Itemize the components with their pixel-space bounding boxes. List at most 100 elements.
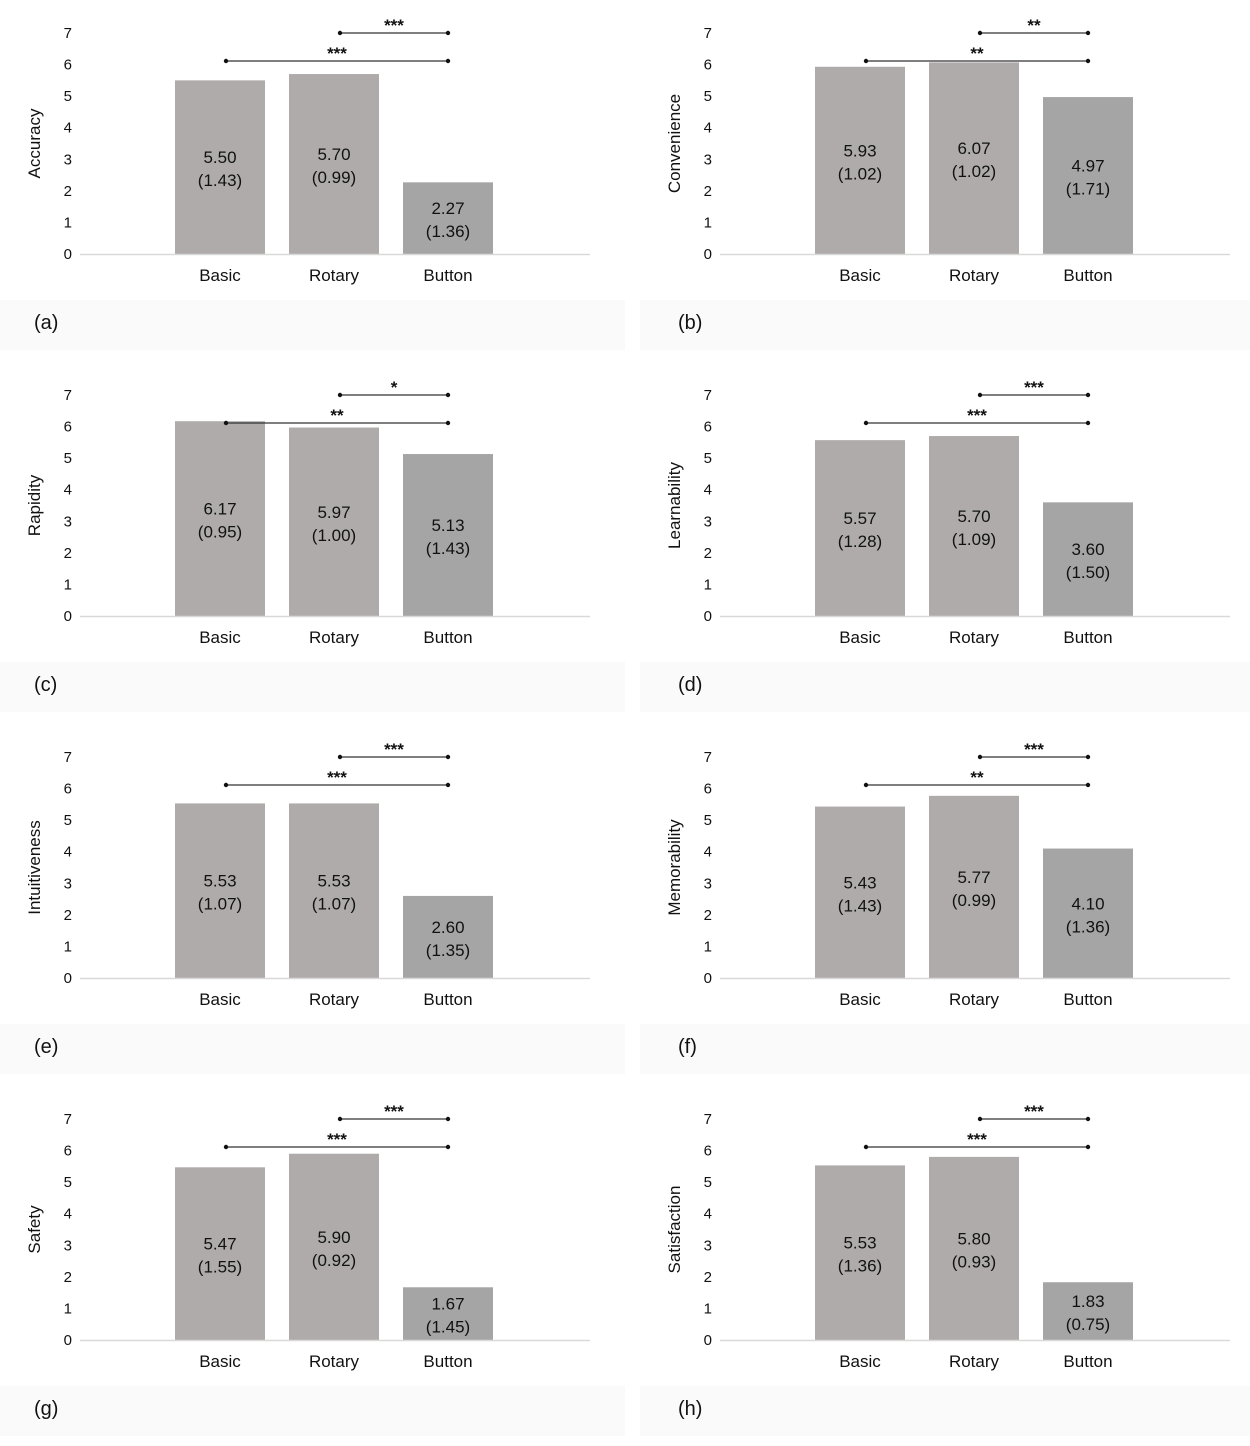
y-tick-label: 5 xyxy=(64,88,72,105)
y-tick-label: 1 xyxy=(704,1300,712,1317)
y-tick-label: 4 xyxy=(704,1206,712,1223)
x-category-label: Basic xyxy=(199,266,241,285)
y-tick-label: 0 xyxy=(704,1332,712,1349)
y-tick-label: 1 xyxy=(704,938,712,955)
bar-basic xyxy=(815,1165,905,1340)
y-tick-label: 6 xyxy=(704,419,712,436)
y-tick-label: 3 xyxy=(704,875,712,892)
bar-value-label: 3.60 xyxy=(1071,540,1104,559)
significance-bracket: *** xyxy=(977,740,1091,760)
y-tick-label: 6 xyxy=(704,57,712,74)
significance-bracket: ** xyxy=(223,406,451,426)
significance-bracket: *** xyxy=(223,1130,451,1150)
y-tick-label: 6 xyxy=(704,781,712,798)
panel-caption-band xyxy=(640,662,1250,712)
bar-button xyxy=(1043,97,1133,254)
y-tick-label: 4 xyxy=(704,482,712,499)
panel-label: (d) xyxy=(678,674,703,696)
y-tick-label: 3 xyxy=(64,513,72,530)
significance-bracket: ** xyxy=(863,44,1091,64)
x-category-label: Basic xyxy=(199,628,241,647)
bar-rotary xyxy=(929,436,1019,616)
x-category-label: Button xyxy=(423,1352,472,1371)
bar-sd-label: (1.28) xyxy=(838,532,882,551)
bar-basic xyxy=(815,440,905,616)
bar-sd-label: (0.95) xyxy=(198,523,242,542)
y-tick-label: 0 xyxy=(704,970,712,987)
chart-panel: 0 1 2 3 4 5 6 7 Rapidity 6.17 (0.95) Basic 5.97 (1.00… xyxy=(0,362,625,722)
bar-chart: 0 1 2 3 4 5 6 7 Satisfaction 5.53 (1.36) Basic 5.80 (… xyxy=(665,1102,1230,1371)
significance-bracket: *** xyxy=(337,740,451,760)
bar-sd-label: (0.99) xyxy=(952,891,996,910)
bar-sd-label: (0.92) xyxy=(312,1251,356,1270)
bar-sd-label: (1.09) xyxy=(952,530,996,549)
y-tick-label: 7 xyxy=(64,1111,72,1128)
y-tick-label: 7 xyxy=(64,749,72,766)
y-tick-label: 4 xyxy=(64,482,72,499)
bar-value-label: 5.70 xyxy=(957,507,990,526)
bar-sd-label: (1.43) xyxy=(198,171,242,190)
bar-value-label: 5.90 xyxy=(317,1228,350,1247)
panel-caption-band xyxy=(0,300,625,350)
bar-value-label: 5.53 xyxy=(317,872,350,891)
y-tick-label: 2 xyxy=(704,545,712,562)
panel-label: (c) xyxy=(34,674,58,696)
significance-bracket: ** xyxy=(977,16,1091,36)
bar-chart: 0 1 2 3 4 5 6 7 Accuracy 5.50 (1.43) Basic 5.70 (0.99… xyxy=(25,16,590,285)
x-category-label: Rotary xyxy=(949,990,1000,1009)
significance-label: ** xyxy=(330,406,344,425)
chart-panel: 0 1 2 3 4 5 6 7 Accuracy 5.50 (1.43) Basic 5.70 (0.99… xyxy=(0,0,625,360)
bar-value-label: 5.93 xyxy=(843,141,876,160)
y-tick-label: 1 xyxy=(704,576,712,593)
significance-bracket: *** xyxy=(863,406,1091,426)
bar-basic xyxy=(175,80,265,254)
bar-value-label: 5.43 xyxy=(843,873,876,892)
panel-label: (e) xyxy=(34,1036,59,1058)
y-axis-title: Learnability xyxy=(665,462,684,549)
significance-label: ** xyxy=(1027,16,1041,35)
y-tick-label: 4 xyxy=(64,120,72,137)
y-tick-label: 2 xyxy=(64,545,72,562)
bar-sd-label: (1.00) xyxy=(312,526,356,545)
bar-button xyxy=(403,454,493,616)
y-tick-label: 3 xyxy=(64,1237,72,1254)
significance-bracket: *** xyxy=(863,1130,1091,1150)
bar-value-label: 4.97 xyxy=(1071,157,1104,176)
y-tick-label: 7 xyxy=(704,25,712,42)
bar-sd-label: (1.35) xyxy=(426,941,470,960)
bar-button xyxy=(1043,502,1133,616)
bar-sd-label: (1.71) xyxy=(1066,180,1110,199)
y-tick-label: 0 xyxy=(704,608,712,625)
y-tick-label: 7 xyxy=(64,25,72,42)
significance-bracket: *** xyxy=(337,1102,451,1122)
bar-rotary xyxy=(929,795,1019,978)
y-tick-label: 4 xyxy=(64,1206,72,1223)
bar-basic xyxy=(175,1167,265,1340)
significance-label: ** xyxy=(970,768,984,787)
bar-sd-label: (1.43) xyxy=(426,539,470,558)
chart-panel: 0 1 2 3 4 5 6 7 Convenience 5.93 (1.02) Basic 6.07 (1… xyxy=(640,0,1250,360)
y-tick-label: 4 xyxy=(704,844,712,861)
y-tick-label: 1 xyxy=(64,214,72,231)
bar-value-label: 1.67 xyxy=(431,1295,464,1314)
y-tick-label: 3 xyxy=(704,1237,712,1254)
significance-label: *** xyxy=(1024,378,1044,397)
bar-chart: 0 1 2 3 4 5 6 7 Rapidity 6.17 (0.95) Basic 5.97 (1.00… xyxy=(25,378,590,647)
y-tick-label: 6 xyxy=(704,1143,712,1160)
significance-label: *** xyxy=(1024,1102,1044,1121)
y-tick-label: 0 xyxy=(704,246,712,263)
y-tick-label: 3 xyxy=(704,513,712,530)
bar-value-label: 5.13 xyxy=(431,516,464,535)
y-tick-label: 1 xyxy=(64,576,72,593)
chart-panel: 0 1 2 3 4 5 6 7 Safety 5.47 (1.55) Basic 5.90 (0.92) R… xyxy=(0,1086,625,1446)
bar-rotary xyxy=(289,803,379,978)
bar-sd-label: (1.55) xyxy=(198,1258,242,1277)
bar-sd-label: (1.36) xyxy=(426,222,470,241)
significance-label: *** xyxy=(1024,740,1044,759)
significance-label: *** xyxy=(384,740,404,759)
y-tick-label: 2 xyxy=(704,907,712,924)
bar-value-label: 5.80 xyxy=(957,1229,990,1248)
y-tick-label: 3 xyxy=(704,151,712,168)
significance-bracket: * xyxy=(337,378,451,398)
y-tick-label: 1 xyxy=(64,1300,72,1317)
